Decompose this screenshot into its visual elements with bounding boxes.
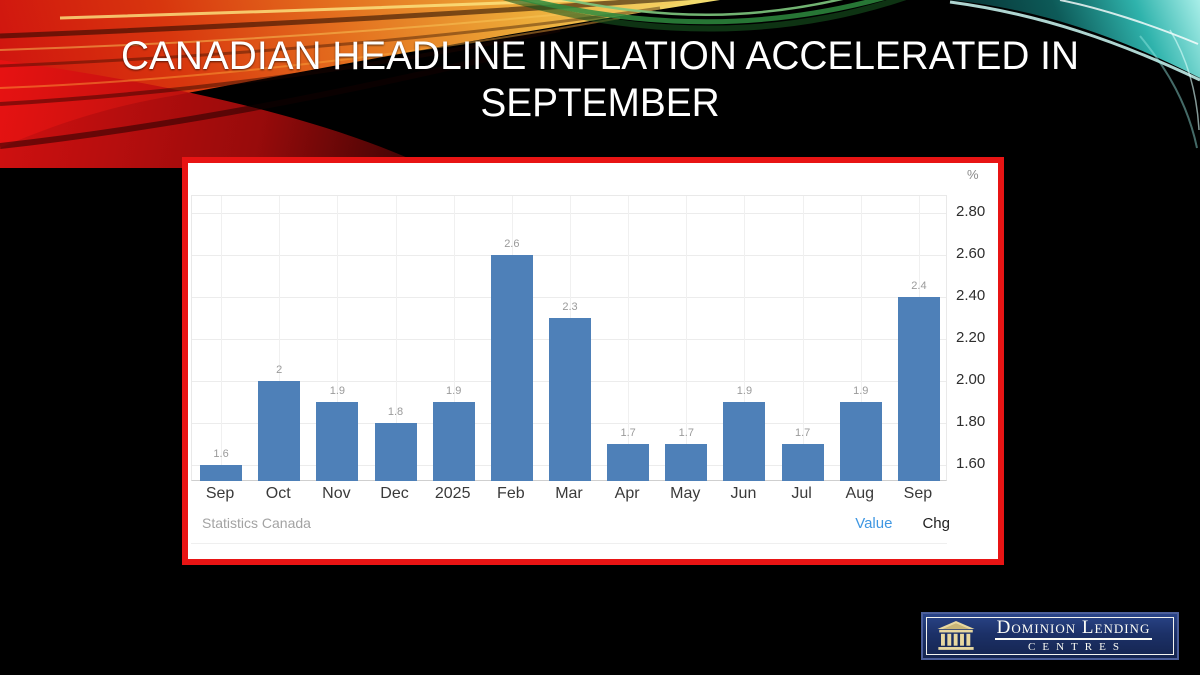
x-tick-label: Jul [791, 485, 812, 502]
bar-value-label: 2.4 [911, 279, 927, 292]
x-tick-label: 2025 [434, 485, 471, 502]
y-tick-label: 2.80 [956, 202, 986, 220]
x-gridline [860, 196, 862, 480]
x-tick-label: Aug [845, 485, 874, 502]
plot-area: 1.6 2 1.9 1.8 1.9 2.6 2.3 1.7 1.7 1.9 1.7 1.9 2.4 [191, 195, 947, 481]
y-tick-label: 2.20 [956, 329, 986, 346]
y-tick-label: 1.80 [956, 413, 986, 431]
x-gridline [628, 196, 630, 480]
bar-value-label: 1.7 [678, 427, 694, 440]
bar-Nov[interactable] [316, 402, 359, 481]
bar-value-label: 1.7 [620, 427, 636, 440]
chart-content: 1.6 2 1.9 1.8 1.9 2.6 2.3 1.7 1.7 1.9 1.7 1.9 2.4 Se… [188, 163, 998, 559]
temple-columns-icon [937, 621, 975, 650]
chart-footer-divider [191, 543, 947, 544]
logo-sub-text: CENTRES [1028, 641, 1126, 653]
bar-Jul[interactable] [781, 444, 824, 481]
slide-title: CANADIAN HEADLINE INFLATION ACCELERATED … [121, 34, 1079, 125]
bar-value-label: 1.6 [213, 448, 229, 461]
x-tick-label: Oct [265, 485, 291, 502]
series-toggle-value[interactable]: Value [855, 515, 893, 532]
bar-May[interactable] [665, 444, 708, 481]
x-gridline [744, 196, 746, 480]
bar-value-label: 1.7 [794, 427, 811, 440]
chart-series-toggle: Value Chg [855, 515, 950, 532]
x-tick-label: Sep [205, 485, 235, 502]
x-tick-label: Nov [322, 485, 351, 502]
logo-inner-frame: Dominion Lending CENTRES [926, 617, 1174, 655]
x-tick-label: Dec [380, 485, 409, 502]
bar-Apr[interactable] [607, 444, 650, 481]
dominion-lending-logo: Dominion Lending CENTRES [921, 612, 1179, 660]
y-tick-label: 2.40 [956, 286, 986, 304]
x-tick-label: Feb [497, 485, 525, 502]
bar-Dec[interactable] [374, 423, 417, 481]
y-tick-label: 1.60 [956, 455, 986, 473]
logo-text-block: Dominion Lending CENTRES [982, 618, 1165, 654]
x-tick-label: Mar [555, 485, 583, 502]
bar-value-label: 1.9 [736, 385, 753, 398]
y-gridline [192, 212, 946, 214]
y-tick-label: 2.60 [956, 244, 986, 262]
bar-Mar[interactable] [549, 317, 591, 481]
y-gridline [192, 254, 946, 256]
bar-value-label: 2 [276, 364, 283, 377]
x-tick-label: May [670, 485, 701, 502]
bar-Oct[interactable] [258, 381, 301, 481]
bar-Aug[interactable] [839, 402, 882, 481]
y-axis-unit-label: % [967, 167, 979, 182]
x-gridline [221, 196, 223, 480]
bar-value-label: 1.9 [853, 385, 869, 398]
x-gridline [686, 196, 688, 480]
bar-value-label: 1.9 [446, 385, 462, 398]
bar-value-label: 1.8 [387, 406, 404, 419]
bar-Feb[interactable] [490, 254, 533, 481]
bar-2025[interactable] [432, 402, 475, 481]
x-tick-label: Sep [903, 485, 933, 502]
x-gridline [279, 196, 281, 480]
y-gridline [192, 296, 946, 298]
logo-name-text: Dominion Lending [994, 617, 1153, 640]
y-tick-label: 2.00 [956, 371, 986, 389]
series-toggle-chg[interactable]: Chg [922, 515, 950, 532]
chart-source-note: Statistics Canada [202, 515, 311, 531]
x-tick-label: Jun [730, 485, 757, 502]
bar-value-label: 2.3 [562, 300, 578, 313]
x-gridline [453, 196, 455, 480]
bar-Sep[interactable] [897, 296, 940, 481]
bar-value-label: 1.9 [329, 385, 346, 398]
bar-Jun[interactable] [723, 402, 766, 481]
x-tick-label: Apr [614, 485, 640, 502]
bar-value-label: 2.6 [504, 237, 520, 250]
bar-Sep[interactable] [200, 465, 243, 481]
x-gridline [395, 196, 397, 480]
x-gridline [337, 196, 339, 480]
chart-panel: 1.6 2 1.9 1.8 1.9 2.6 2.3 1.7 1.7 1.9 1.7 1.9 2.4 Se… [182, 157, 1004, 565]
banner-swoosh-graphic [0, 0, 1200, 168]
x-gridline [802, 196, 804, 480]
